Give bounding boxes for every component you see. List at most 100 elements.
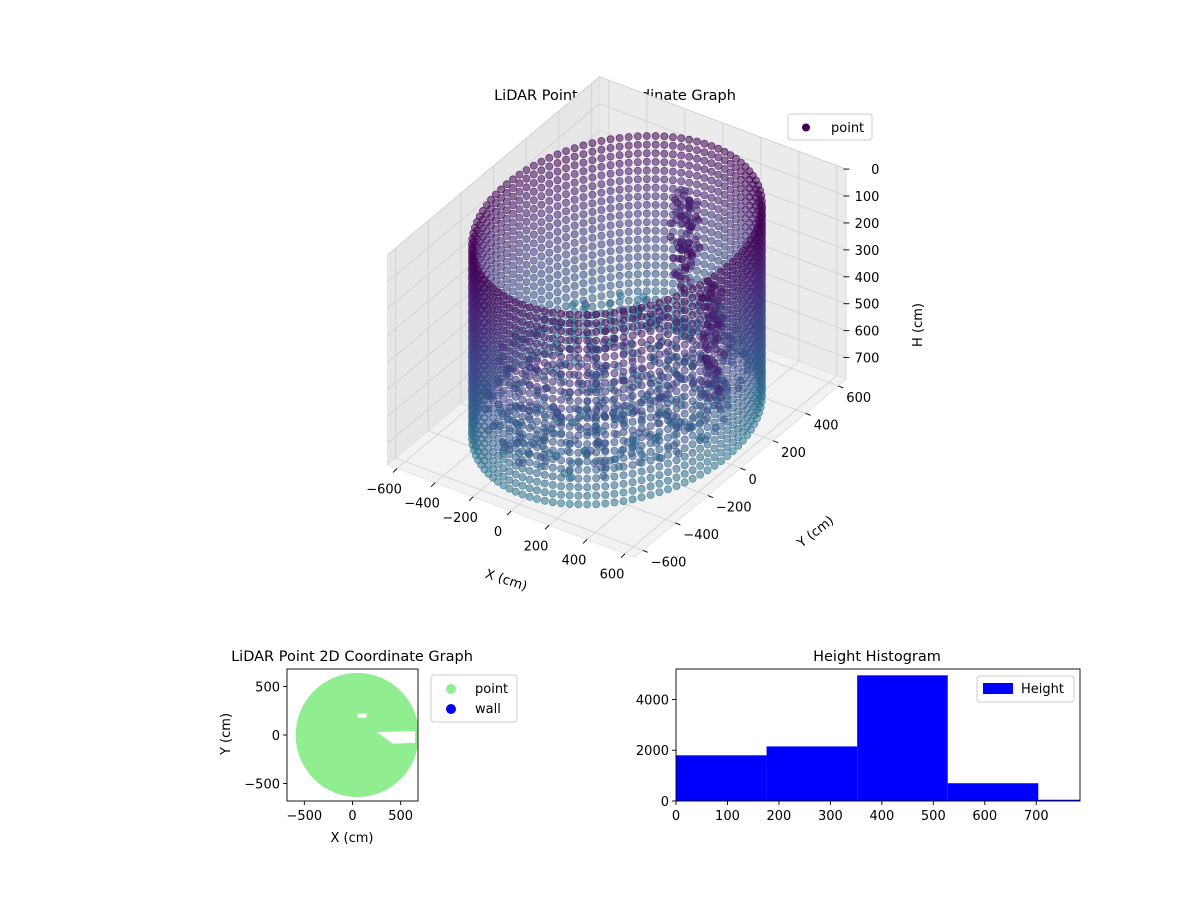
point-3d xyxy=(592,336,601,345)
point-3d xyxy=(660,287,669,296)
point-3d xyxy=(680,444,689,452)
point-3d xyxy=(597,154,606,163)
point-3d xyxy=(729,335,737,343)
point-3d xyxy=(717,431,725,440)
point-3d xyxy=(628,331,637,340)
point-3d xyxy=(641,297,650,306)
point-3d xyxy=(597,266,606,275)
point-3d xyxy=(522,235,531,243)
point-3d xyxy=(494,296,502,305)
point-3d xyxy=(696,453,705,462)
point-3d xyxy=(680,357,689,366)
point-3d xyxy=(548,308,557,317)
point-3d xyxy=(637,390,646,398)
point-3d xyxy=(672,335,681,344)
point-3d xyxy=(660,210,669,218)
point-3d xyxy=(553,296,562,305)
point-3d xyxy=(688,397,697,406)
point-3d xyxy=(518,421,527,430)
point-3d xyxy=(518,473,527,482)
point-3d xyxy=(726,202,735,211)
point-3d xyxy=(588,268,597,277)
point-3d xyxy=(723,279,732,288)
point-3d xyxy=(565,422,574,431)
point-3d xyxy=(540,488,549,497)
point-3d xyxy=(588,199,597,208)
point-3d xyxy=(606,195,615,204)
point-3d xyxy=(592,388,601,397)
point-3d xyxy=(565,345,574,353)
point-3d xyxy=(664,304,672,313)
point-3d xyxy=(646,344,655,353)
point-3d xyxy=(726,177,735,185)
point-3d xyxy=(619,445,628,454)
point-3d xyxy=(688,293,697,302)
point-3d xyxy=(655,385,664,393)
point-3d xyxy=(696,298,705,307)
point-3d xyxy=(545,214,554,223)
point-3d xyxy=(624,288,633,296)
point-3d xyxy=(624,193,633,202)
point-3d xyxy=(707,219,716,228)
point-3d xyxy=(675,206,684,215)
point-3d xyxy=(723,391,732,400)
point-3d xyxy=(619,385,628,393)
point-3d xyxy=(570,256,579,264)
point-3d xyxy=(628,340,637,349)
point-3d xyxy=(729,361,737,369)
point-3d xyxy=(710,341,719,350)
point-3d xyxy=(502,197,511,206)
point-3d xyxy=(637,415,646,424)
point-3d xyxy=(574,371,583,380)
point-3d xyxy=(525,389,534,398)
plot-frame-histogram xyxy=(675,668,1081,802)
point-3d xyxy=(601,361,610,370)
point-3d xyxy=(515,213,524,222)
point-3d xyxy=(518,378,527,387)
point-3d xyxy=(655,453,664,462)
point-3d xyxy=(642,140,651,149)
point-3d xyxy=(710,324,719,332)
point-3d xyxy=(642,226,651,235)
point-3d xyxy=(628,400,637,409)
point-3d xyxy=(646,482,655,491)
point-3d xyxy=(533,451,541,460)
point-3d xyxy=(660,192,669,201)
point-3d xyxy=(553,253,562,262)
point-3d xyxy=(703,397,712,406)
point-3d xyxy=(505,484,514,493)
point-3d xyxy=(655,462,664,471)
point-3d xyxy=(548,394,557,403)
point-3d xyxy=(723,271,732,280)
point-3d xyxy=(557,490,565,499)
point-3d xyxy=(723,348,732,357)
point-3d xyxy=(717,276,725,285)
point-3d xyxy=(664,476,672,485)
point-3d xyxy=(562,302,570,311)
point-3d xyxy=(548,360,557,369)
point-3d xyxy=(553,202,562,210)
point-3d xyxy=(688,405,697,414)
point-3d xyxy=(565,405,574,414)
point-3d xyxy=(499,455,508,464)
point-3d xyxy=(545,283,554,292)
point-3d xyxy=(518,430,527,439)
point-3d xyxy=(682,263,690,272)
point-3d xyxy=(717,388,725,397)
point-3d xyxy=(610,481,619,490)
point-3d xyxy=(601,335,610,344)
point-3d xyxy=(669,133,677,142)
point-3d xyxy=(548,403,557,412)
point-3d xyxy=(570,161,579,170)
point-3d xyxy=(696,350,705,358)
point-3d xyxy=(703,319,712,328)
point-3d xyxy=(672,292,681,301)
point-3d xyxy=(494,417,502,426)
point-3d xyxy=(624,270,633,279)
point-3d xyxy=(499,446,508,455)
point-3d xyxy=(664,425,672,433)
point-3d xyxy=(522,209,531,218)
point-3d xyxy=(726,151,735,159)
point-3d xyxy=(619,462,628,471)
point-3d xyxy=(540,367,549,376)
